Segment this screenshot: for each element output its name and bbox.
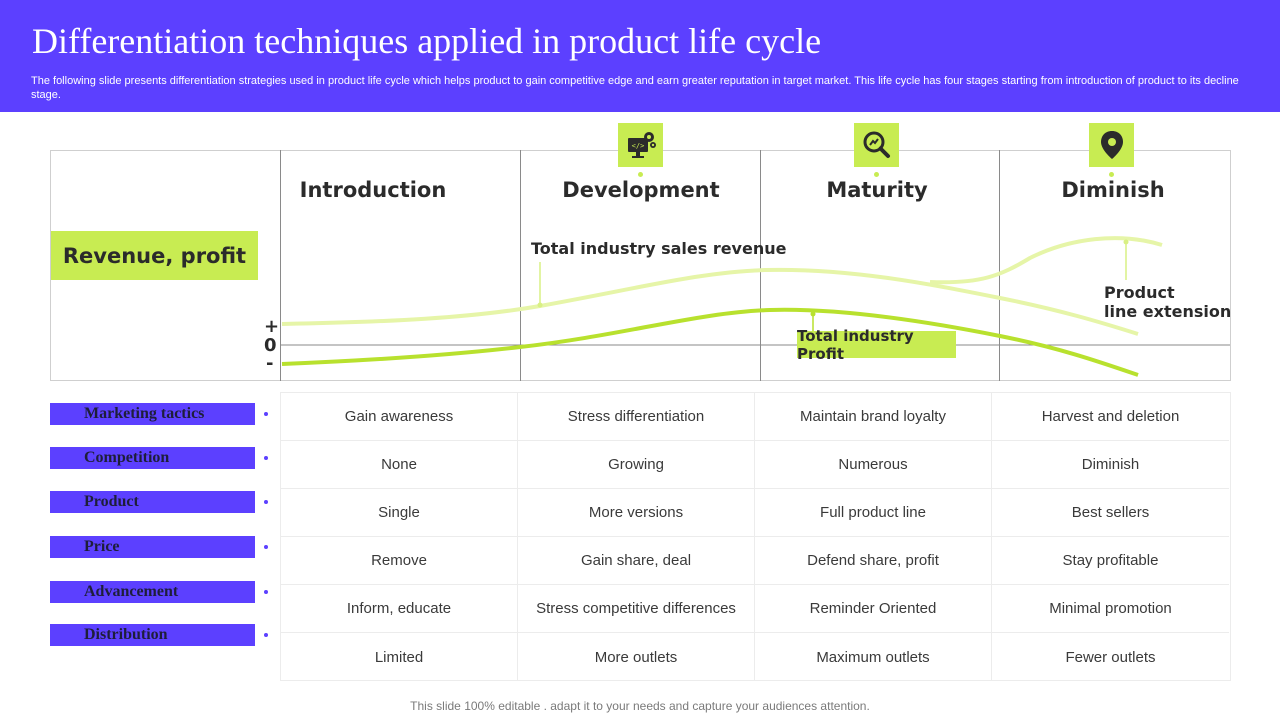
svg-text:</>: </> [631, 142, 644, 150]
table-cell: Full product line [755, 489, 992, 537]
header-banner: Differentiation techniques applied in pr… [0, 0, 1280, 112]
row-connector-dot [264, 545, 268, 549]
table-cell: Gain awareness [281, 393, 518, 441]
axis-minus-mark: - [266, 353, 274, 374]
table-cell: More versions [518, 489, 755, 537]
stage-divider [999, 150, 1000, 381]
table-cell: Single [281, 489, 518, 537]
table-cell: Numerous [755, 441, 992, 489]
table-cell: Growing [518, 441, 755, 489]
stage-divider [520, 150, 521, 381]
table-cell: Gain share, deal [518, 537, 755, 585]
table-cell: Stress differentiation [518, 393, 755, 441]
table-cell: Harvest and deletion [992, 393, 1229, 441]
table-cell: Maintain brand loyalty [755, 393, 992, 441]
product-line-extension-curve [929, 236, 1163, 285]
page-title: Differentiation techniques applied in pr… [32, 21, 822, 61]
strategy-table: Gain awareness Stress differentiation Ma… [280, 392, 1231, 681]
magnifier-chart-icon [854, 123, 899, 167]
row-label-competition: Competition [50, 447, 255, 469]
icon-connector-dot [1109, 172, 1114, 177]
row-connector-dot [264, 590, 268, 594]
stage-divider [760, 150, 761, 381]
table-cell: None [281, 441, 518, 489]
table-cell: Stress competitive differences [518, 585, 755, 633]
stage-label-introduction: Introduction [299, 178, 447, 202]
table-cell: Remove [281, 537, 518, 585]
extension-annotation-line2: line extension [1104, 302, 1232, 321]
page-subtitle: The following slide presents differentia… [31, 75, 1239, 101]
developer-computer-gear-icon: </> [618, 123, 663, 167]
extension-annotation-line1: Product [1104, 283, 1175, 302]
row-connector-dot [264, 500, 268, 504]
row-connector-dot [264, 633, 268, 637]
axis-zero-mark: 0 [264, 335, 277, 356]
stage-divider [280, 150, 281, 381]
row-label-price: Price [50, 536, 255, 558]
sales-revenue-annotation: Total industry sales revenue [531, 239, 787, 258]
table-cell: Stay profitable [992, 537, 1229, 585]
location-pin-icon [1089, 123, 1134, 167]
table-cell: Defend share, profit [755, 537, 992, 585]
row-label-advancement: Advancement [50, 581, 255, 603]
table-cell: Reminder Oriented [755, 585, 992, 633]
table-cell: Maximum outlets [755, 633, 992, 681]
icon-connector-dot [638, 172, 643, 177]
product-line-extension-annotation: Product line extension [1104, 283, 1231, 321]
sales-revenue-leader-dot [537, 302, 543, 308]
industry-profit-annotation: Total industry Profit [797, 327, 956, 363]
revenue-profit-label: Revenue, profit [51, 231, 258, 280]
table-cell: Diminish [992, 441, 1229, 489]
row-label-distribution: Distribution [50, 624, 255, 646]
stage-label-diminish: Diminish [1061, 178, 1165, 202]
stage-label-development: Development [562, 178, 720, 202]
table-cell: Minimal promotion [992, 585, 1229, 633]
row-label-product: Product [50, 491, 255, 513]
table-cell: Limited [281, 633, 518, 681]
sales-revenue-curve [281, 267, 1139, 336]
row-connector-dot [264, 412, 268, 416]
icon-connector-dot [874, 172, 879, 177]
axis-plus-mark: + [264, 316, 280, 337]
row-label-marketing-tactics: Marketing tactics [50, 403, 255, 425]
table-cell: Fewer outlets [1065, 648, 1156, 666]
table-cell: Inform, educate [281, 585, 518, 633]
industry-profit-curve [281, 307, 1139, 377]
row-connector-dot [264, 456, 268, 460]
profit-leader-dot [810, 311, 816, 317]
stage-label-maturity: Maturity [826, 178, 928, 202]
table-cell: More outlets [518, 633, 755, 681]
table-cell: Best sellers [992, 489, 1229, 537]
extension-leader-dot [1123, 239, 1129, 245]
footer-note: This slide 100% editable . adapt it to y… [410, 699, 870, 713]
